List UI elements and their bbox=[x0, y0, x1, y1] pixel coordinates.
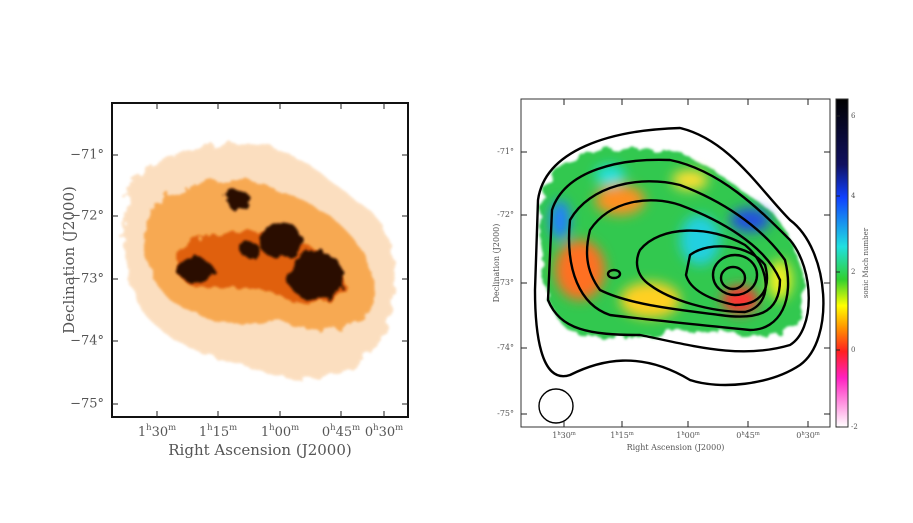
y-tick-label: -75° bbox=[497, 409, 514, 418]
tick-part: 30 bbox=[805, 431, 815, 440]
tick-part: h bbox=[801, 430, 805, 436]
left-frame bbox=[111, 102, 409, 418]
tick-part: 1 bbox=[261, 425, 269, 440]
tick-part: 1 bbox=[138, 425, 146, 440]
tick-part: 0 bbox=[365, 425, 373, 440]
tick-part: h bbox=[207, 421, 213, 431]
x-tick-label: 0h30m bbox=[796, 430, 820, 440]
tick-part: 1 bbox=[552, 431, 557, 440]
tick-part: m bbox=[571, 430, 576, 436]
tick-part: 00 bbox=[275, 425, 292, 440]
tick-part: m bbox=[629, 430, 634, 436]
y-axis-label: Declination (J2000) bbox=[492, 224, 501, 303]
y-tick-label: -73° bbox=[497, 278, 514, 287]
x-axis-label: Right Ascension (J2000) bbox=[627, 443, 725, 452]
tick-part: h bbox=[330, 421, 336, 431]
y-tick-label: −75° bbox=[70, 397, 104, 412]
y-axis-label: Declination (J2000) bbox=[60, 186, 78, 334]
tick-part: m bbox=[395, 421, 403, 431]
tick-part: 45 bbox=[745, 431, 755, 440]
tick-part: m bbox=[755, 430, 760, 436]
tick-part: 0 bbox=[322, 425, 330, 440]
colorbar-tick-label: 2 bbox=[851, 268, 855, 276]
y-tick-label: −73° bbox=[70, 272, 104, 287]
colorbar-tick-label: 6 bbox=[851, 112, 856, 120]
x-tick-label: 1h00m bbox=[676, 430, 700, 440]
tick-part: 0 bbox=[796, 431, 801, 440]
right-image bbox=[533, 126, 825, 424]
tick-part: m bbox=[229, 421, 237, 431]
y-tick-label: −74° bbox=[70, 334, 104, 349]
tick-part: h bbox=[681, 430, 685, 436]
tick-part: h bbox=[146, 421, 152, 431]
tick-part: 30 bbox=[152, 425, 169, 440]
tick-part: 1 bbox=[676, 431, 681, 440]
x-tick-label: 1h00m bbox=[261, 421, 299, 439]
x-tick-label: 0h30m bbox=[365, 421, 403, 439]
y-tick-label: −72° bbox=[70, 209, 104, 224]
tick-part: 1 bbox=[610, 431, 615, 440]
tick-part: 15 bbox=[619, 431, 629, 440]
y-tick-label: -74° bbox=[497, 343, 514, 352]
y-tick-label: -72° bbox=[497, 210, 514, 219]
tick-part: m bbox=[168, 421, 176, 431]
x-axis-label: Right Ascension (J2000) bbox=[168, 441, 351, 459]
colorbar-label: sonic Mach number bbox=[862, 227, 870, 298]
tick-part: m bbox=[352, 421, 360, 431]
x-tick-label: 1h15m bbox=[199, 421, 237, 439]
left-image bbox=[124, 143, 397, 380]
tick-part: h bbox=[741, 430, 745, 436]
x-tick-label: 0h45m bbox=[736, 430, 760, 440]
y-tick-label: −71° bbox=[70, 148, 104, 163]
y-tick-label: -71° bbox=[497, 147, 514, 156]
tick-part: h bbox=[615, 430, 619, 436]
tick-part: 00 bbox=[685, 431, 695, 440]
tick-part: h bbox=[557, 430, 561, 436]
tick-part: h bbox=[269, 421, 275, 431]
tick-part: 30 bbox=[379, 425, 396, 440]
tick-part: 15 bbox=[213, 425, 230, 440]
tick-part: 45 bbox=[336, 425, 353, 440]
colorbar-tick-label: -2 bbox=[851, 423, 858, 431]
x-tick-label: 0h45m bbox=[322, 421, 360, 439]
colorbar-tick-label: 0 bbox=[851, 346, 855, 354]
tick-part: m bbox=[695, 430, 700, 436]
x-tick-label: 1h30m bbox=[552, 430, 576, 440]
x-tick-label: 1h15m bbox=[610, 430, 634, 440]
x-tick-label: 1h30m bbox=[138, 421, 176, 439]
tick-part: 0 bbox=[736, 431, 741, 440]
tick-part: h bbox=[373, 421, 379, 431]
tick-part: m bbox=[291, 421, 299, 431]
colorbar-tick-label: 4 bbox=[851, 192, 856, 200]
tick-part: 1 bbox=[199, 425, 207, 440]
tick-part: m bbox=[815, 430, 820, 436]
colorbar bbox=[835, 98, 849, 428]
tick-part: 30 bbox=[561, 431, 571, 440]
